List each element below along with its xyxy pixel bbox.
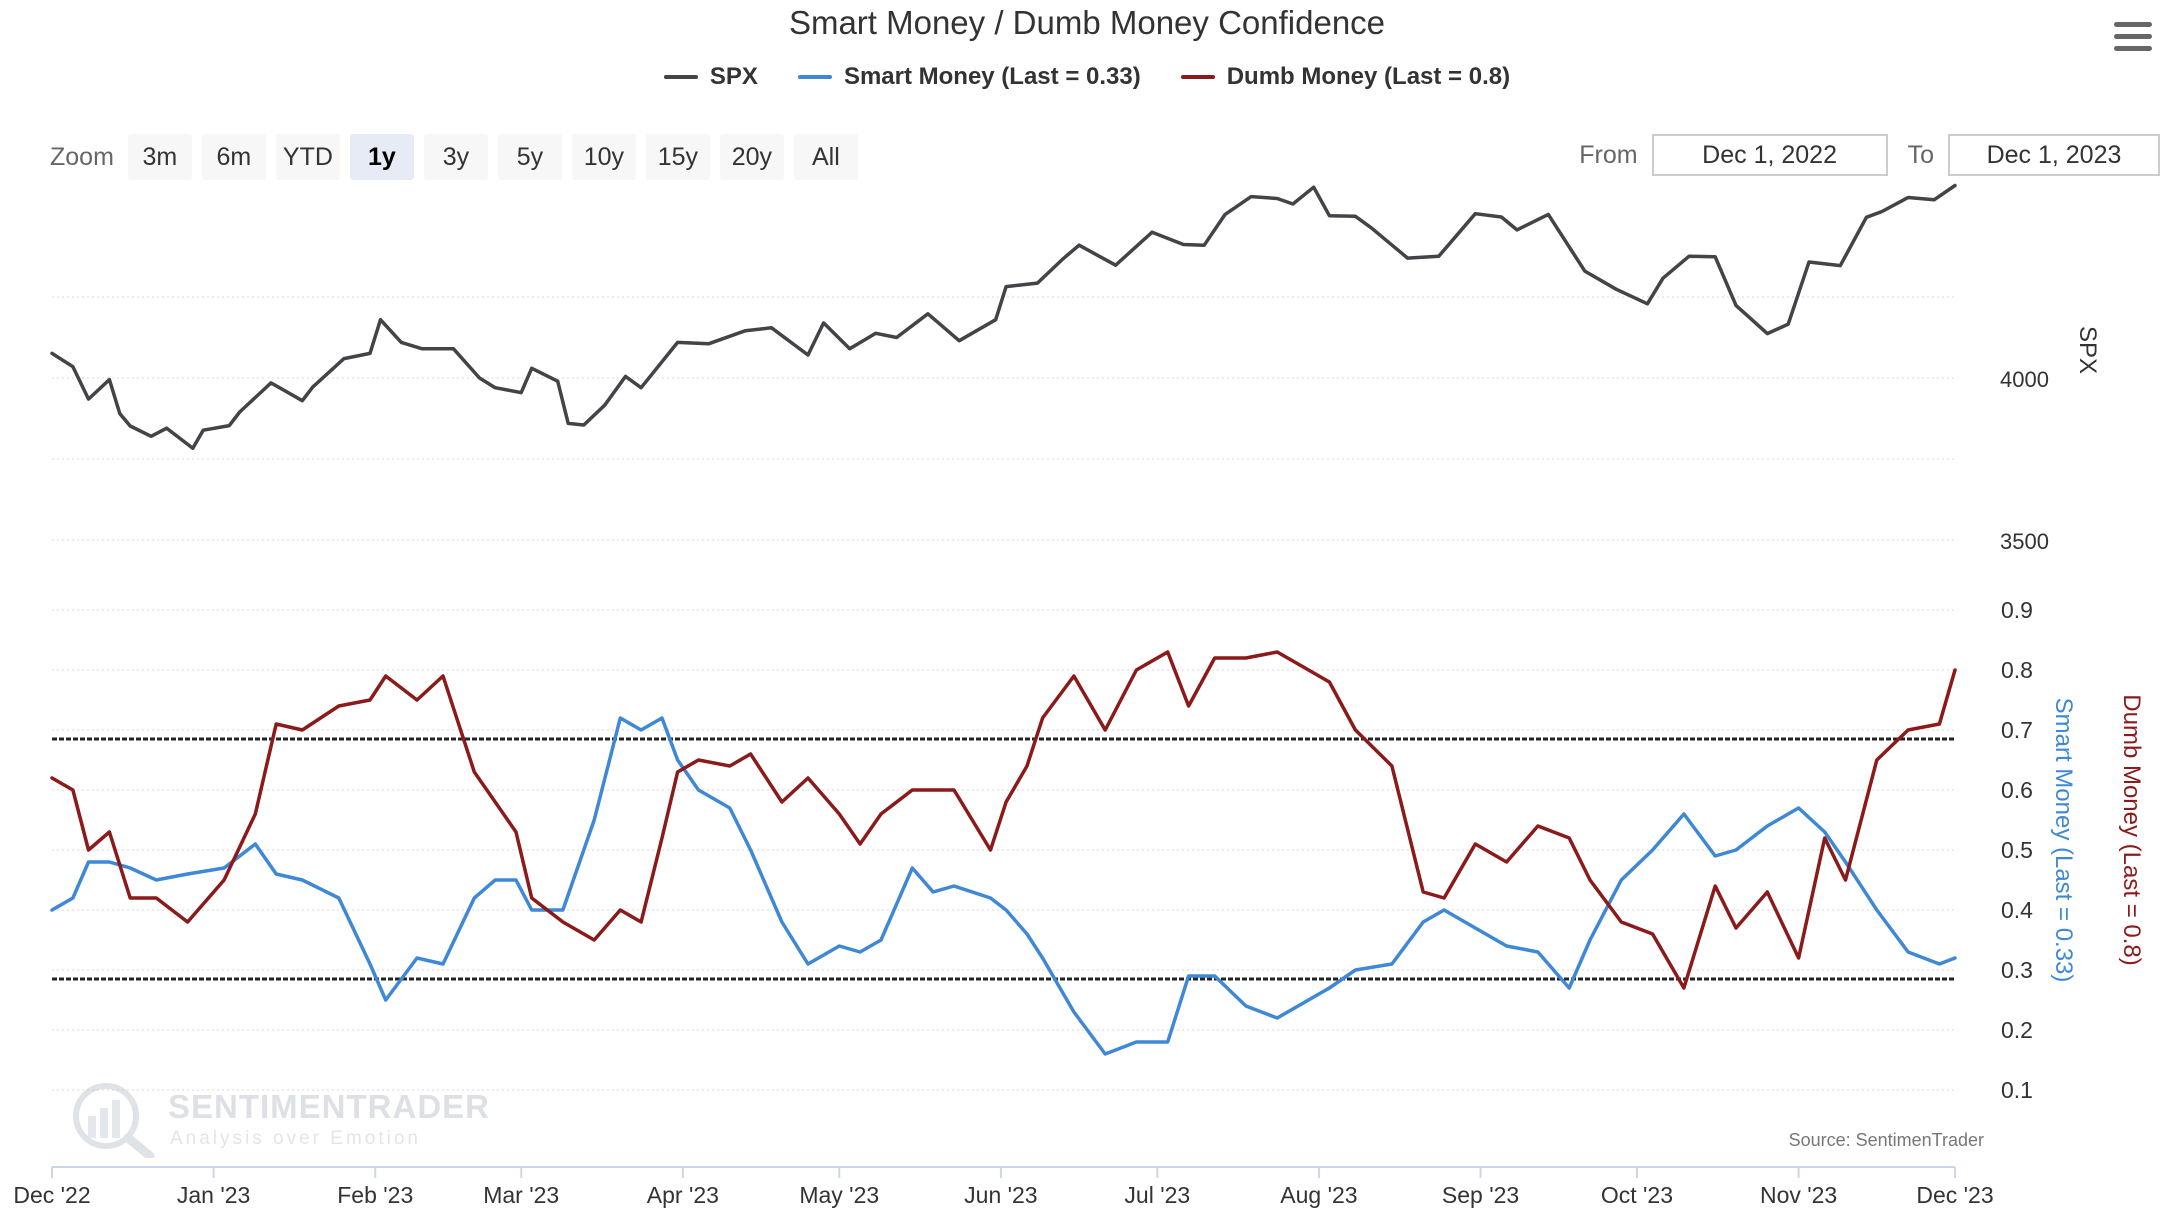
from-label: From (1579, 140, 1638, 169)
legend-label-dumb-money: Dumb Money (Last = 0.8) (1226, 63, 1511, 90)
sentimentrader-watermark: SENTIMENTRADER Analysis over Emotion (58, 1078, 489, 1161)
lower-tick-label: 0.5 (2001, 837, 2033, 863)
lower-tick-label: 0.1 (2001, 1077, 2033, 1103)
x-axis-label: Nov '23 (1760, 1182, 1837, 1208)
from-date-input[interactable]: Dec 1, 2022 (1651, 134, 1888, 176)
chart-legend: SPX Smart Money (Last = 0.33) Dumb Money… (0, 63, 2174, 91)
series-line-spx (50, 183, 1957, 451)
lower-tick-label: 0.8 (2001, 657, 2033, 683)
x-axis-label: Dec '22 (13, 1182, 90, 1208)
x-axis-label: Dec '23 (1916, 1182, 1993, 1208)
lower-tick-label: 0.4 (2001, 897, 2033, 923)
zoom-button-20y[interactable]: 20y (719, 134, 784, 180)
watermark-title: SENTIMENTRADER (168, 1088, 491, 1125)
series-line-dumb-money (50, 650, 1957, 990)
x-axis-label: Feb '23 (337, 1182, 413, 1208)
menu-bar (2114, 46, 2152, 51)
series-line-smart-money (50, 716, 1957, 1056)
legend-swatch-spx (663, 75, 698, 79)
legend-label-spx: SPX (709, 63, 758, 90)
x-axis-label: Oct '23 (1601, 1182, 1673, 1208)
x-axis-label: May '23 (799, 1182, 879, 1208)
x-axis-label: Sep '23 (1442, 1182, 1519, 1208)
lower-tick-label: 0.2 (2001, 1017, 2033, 1043)
zoom-button-all[interactable]: All (793, 134, 858, 180)
x-axis-label: Apr '23 (647, 1182, 719, 1208)
zoom-button-6m[interactable]: 6m (201, 134, 266, 180)
menu-bar (2114, 34, 2152, 39)
legend-item-dumb-money[interactable]: Dumb Money (Last = 0.8) (1180, 63, 1511, 91)
zoom-button-10y[interactable]: 10y (571, 134, 636, 180)
chart-title: Smart Money / Dumb Money Confidence (788, 4, 1386, 41)
lower-tick-label: 0.6 (2001, 777, 2033, 803)
x-axis-label: Aug '23 (1280, 1182, 1357, 1208)
x-axis-label: Jun '23 (964, 1182, 1037, 1208)
watermark-logo-icon (73, 1083, 155, 1161)
watermark-subtitle: Analysis over Emotion (170, 1128, 421, 1149)
zoom-button-15y[interactable]: 15y (645, 134, 710, 180)
dumb-money-axis-title: Dumb Money (Last = 0.8) (2118, 694, 2145, 965)
zoom-label: Zoom (50, 142, 114, 171)
x-axis-label: Jul '23 (1124, 1182, 1190, 1208)
smart-money-axis-title: Smart Money (Last = 0.33) (2050, 698, 2077, 983)
zoom-button-5y[interactable]: 5y (497, 134, 562, 180)
x-axis-label: Jan '23 (177, 1182, 250, 1208)
to-label: To (1907, 140, 1934, 169)
spx-tick-label: 3500 (2000, 529, 2049, 554)
spx-tick-label: 4000 (2000, 367, 2049, 392)
zoom-button-3m[interactable]: 3m (127, 134, 192, 180)
lower-tick-label: 0.9 (2001, 597, 2033, 623)
legend-label-smart-money: Smart Money (Last = 0.33) (843, 63, 1141, 90)
legend-item-spx[interactable]: SPX (663, 63, 758, 91)
spx-axis-title: SPX (2074, 326, 2101, 374)
date-range-selector: From Dec 1, 2022 To Dec 1, 2023 (1579, 134, 2160, 176)
zoom-button-3y[interactable]: 3y (423, 134, 488, 180)
lower-tick-label: 0.7 (2001, 717, 2033, 743)
to-date-input[interactable]: Dec 1, 2023 (1948, 134, 2160, 176)
zoom-bar: Zoom 3m 6m YTD 1y 3y 5y 10y 15y 20y All (50, 134, 858, 180)
hamburger-menu-icon[interactable] (2114, 22, 2152, 56)
zoom-button-1y[interactable]: 1y (349, 134, 414, 180)
zoom-button-ytd[interactable]: YTD (275, 134, 340, 180)
legend-swatch-dumb-money (1180, 75, 1215, 79)
source-credit: Source: SentimenTrader (1788, 1130, 1984, 1150)
legend-item-smart-money[interactable]: Smart Money (Last = 0.33) (797, 63, 1141, 91)
legend-swatch-smart-money (797, 75, 832, 79)
menu-bar (2114, 22, 2152, 27)
lower-tick-label: 0.3 (2001, 957, 2033, 983)
x-axis-label: Mar '23 (483, 1182, 559, 1208)
